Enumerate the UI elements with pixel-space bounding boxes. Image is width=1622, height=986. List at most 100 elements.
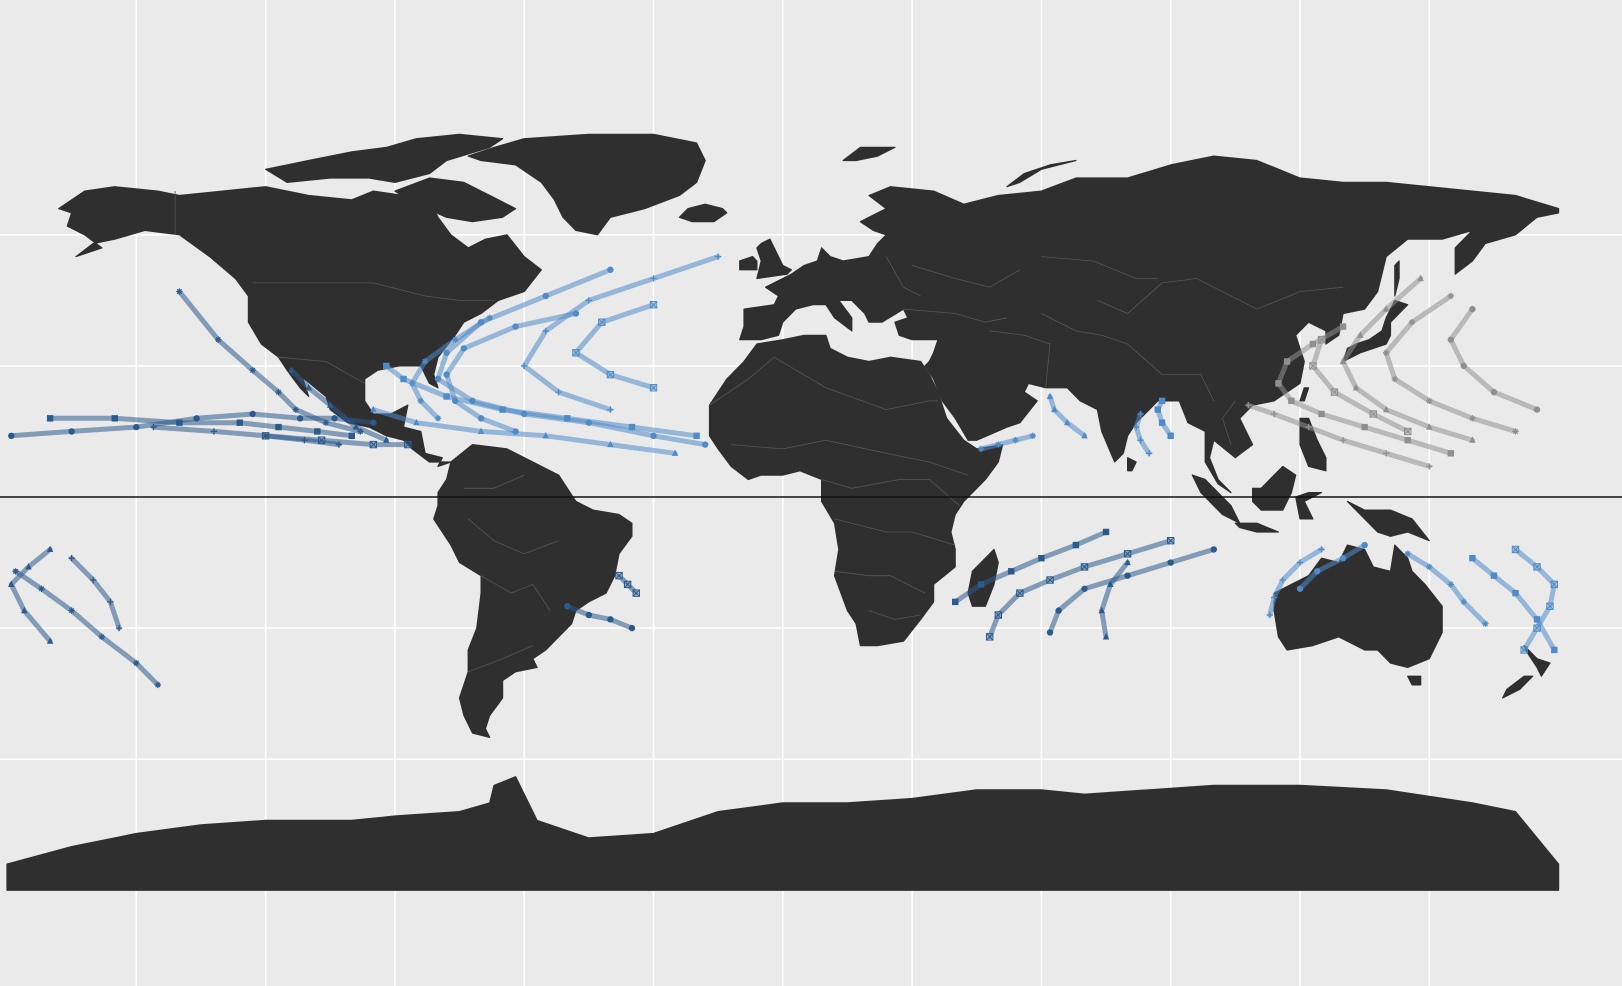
track-point xyxy=(1533,616,1541,623)
land-svalbard xyxy=(842,146,896,162)
track-point xyxy=(292,406,299,413)
country-border xyxy=(834,518,956,546)
country-border xyxy=(480,575,551,611)
land-south-america xyxy=(433,444,633,738)
land-new-guinea xyxy=(1346,500,1430,542)
country-borders xyxy=(174,191,1344,673)
country-border xyxy=(1041,313,1215,402)
country-border xyxy=(1221,400,1236,445)
track-point xyxy=(693,432,700,440)
track-point xyxy=(443,349,450,356)
track-point xyxy=(1137,410,1144,418)
track-point xyxy=(1081,432,1088,439)
track-point xyxy=(249,410,256,418)
track-point xyxy=(413,418,420,426)
land-sri-lanka xyxy=(1127,457,1137,472)
track-point-box xyxy=(994,611,1002,619)
track-point xyxy=(1404,436,1411,444)
track-point xyxy=(702,441,709,448)
track-point xyxy=(1016,589,1024,597)
track-point xyxy=(370,419,377,426)
track-point xyxy=(1404,427,1412,436)
track-point-x xyxy=(1317,336,1326,344)
track-point xyxy=(236,419,243,426)
track-point xyxy=(649,384,658,392)
track-point xyxy=(68,428,75,435)
track-point-x xyxy=(1511,545,1520,553)
track-point-box xyxy=(1123,550,1132,558)
track-point xyxy=(176,288,183,295)
track-point xyxy=(261,432,270,440)
track-point xyxy=(383,362,390,370)
track-point xyxy=(38,585,45,592)
country-border xyxy=(278,356,365,384)
track-point-x xyxy=(615,572,623,580)
land-antarctica xyxy=(6,776,1560,891)
track-point xyxy=(25,563,32,570)
track-point xyxy=(90,576,97,584)
track-point xyxy=(421,358,429,365)
storm-track-line xyxy=(1133,411,1152,456)
storm-track-line xyxy=(978,433,1036,452)
track-point xyxy=(1383,305,1390,312)
country-border xyxy=(709,356,938,411)
track-point xyxy=(1426,423,1433,430)
track-point xyxy=(1357,331,1364,338)
track-point-box xyxy=(985,633,994,641)
track-point xyxy=(1055,607,1062,614)
track-point xyxy=(607,406,614,413)
track-point-box xyxy=(1546,602,1554,610)
track-point xyxy=(1512,428,1519,435)
country-border xyxy=(821,479,960,507)
track-point-x xyxy=(572,349,580,357)
track-point xyxy=(1339,357,1347,365)
track-point xyxy=(607,440,614,448)
track-point xyxy=(1158,419,1166,426)
track-point xyxy=(1154,406,1161,413)
track-point xyxy=(1339,554,1347,562)
track-point xyxy=(994,611,1002,619)
track-point xyxy=(1124,558,1131,566)
track-point xyxy=(542,292,549,300)
track-point-x xyxy=(606,371,614,379)
track-point-box xyxy=(1369,410,1377,418)
track-point xyxy=(1533,406,1541,413)
track-point xyxy=(1339,323,1347,330)
track-point-x xyxy=(1124,550,1132,558)
track-point xyxy=(632,589,640,597)
land-sakhalin xyxy=(1394,260,1400,297)
track-point xyxy=(452,336,459,343)
track-point xyxy=(275,423,282,431)
track-point xyxy=(1123,550,1132,558)
track-point xyxy=(1391,375,1399,383)
track-point xyxy=(214,336,222,343)
track-point xyxy=(404,440,412,449)
track-point xyxy=(452,397,459,405)
track-point xyxy=(443,393,450,400)
track-point xyxy=(512,323,519,330)
track-point xyxy=(46,637,54,644)
track-point xyxy=(521,362,528,370)
track-point-x xyxy=(1167,537,1175,545)
track-point-box xyxy=(623,580,632,589)
country-border xyxy=(468,645,533,673)
track-point xyxy=(671,449,679,456)
track-point xyxy=(977,445,985,453)
track-point xyxy=(1361,541,1368,549)
track-point xyxy=(1296,559,1304,566)
track-point xyxy=(1080,563,1089,571)
track-point xyxy=(68,554,75,562)
track-point xyxy=(408,380,416,387)
track-point-box xyxy=(598,318,606,326)
storm-track-line xyxy=(952,529,1109,605)
track-point xyxy=(1046,392,1054,400)
track-point xyxy=(1266,611,1274,619)
track-point xyxy=(1270,410,1278,418)
track-point xyxy=(564,415,571,422)
track-point-x xyxy=(994,611,1002,619)
track-point xyxy=(1417,274,1424,282)
track-point xyxy=(1520,646,1528,654)
track-point xyxy=(542,432,549,439)
track-point xyxy=(1145,450,1153,457)
